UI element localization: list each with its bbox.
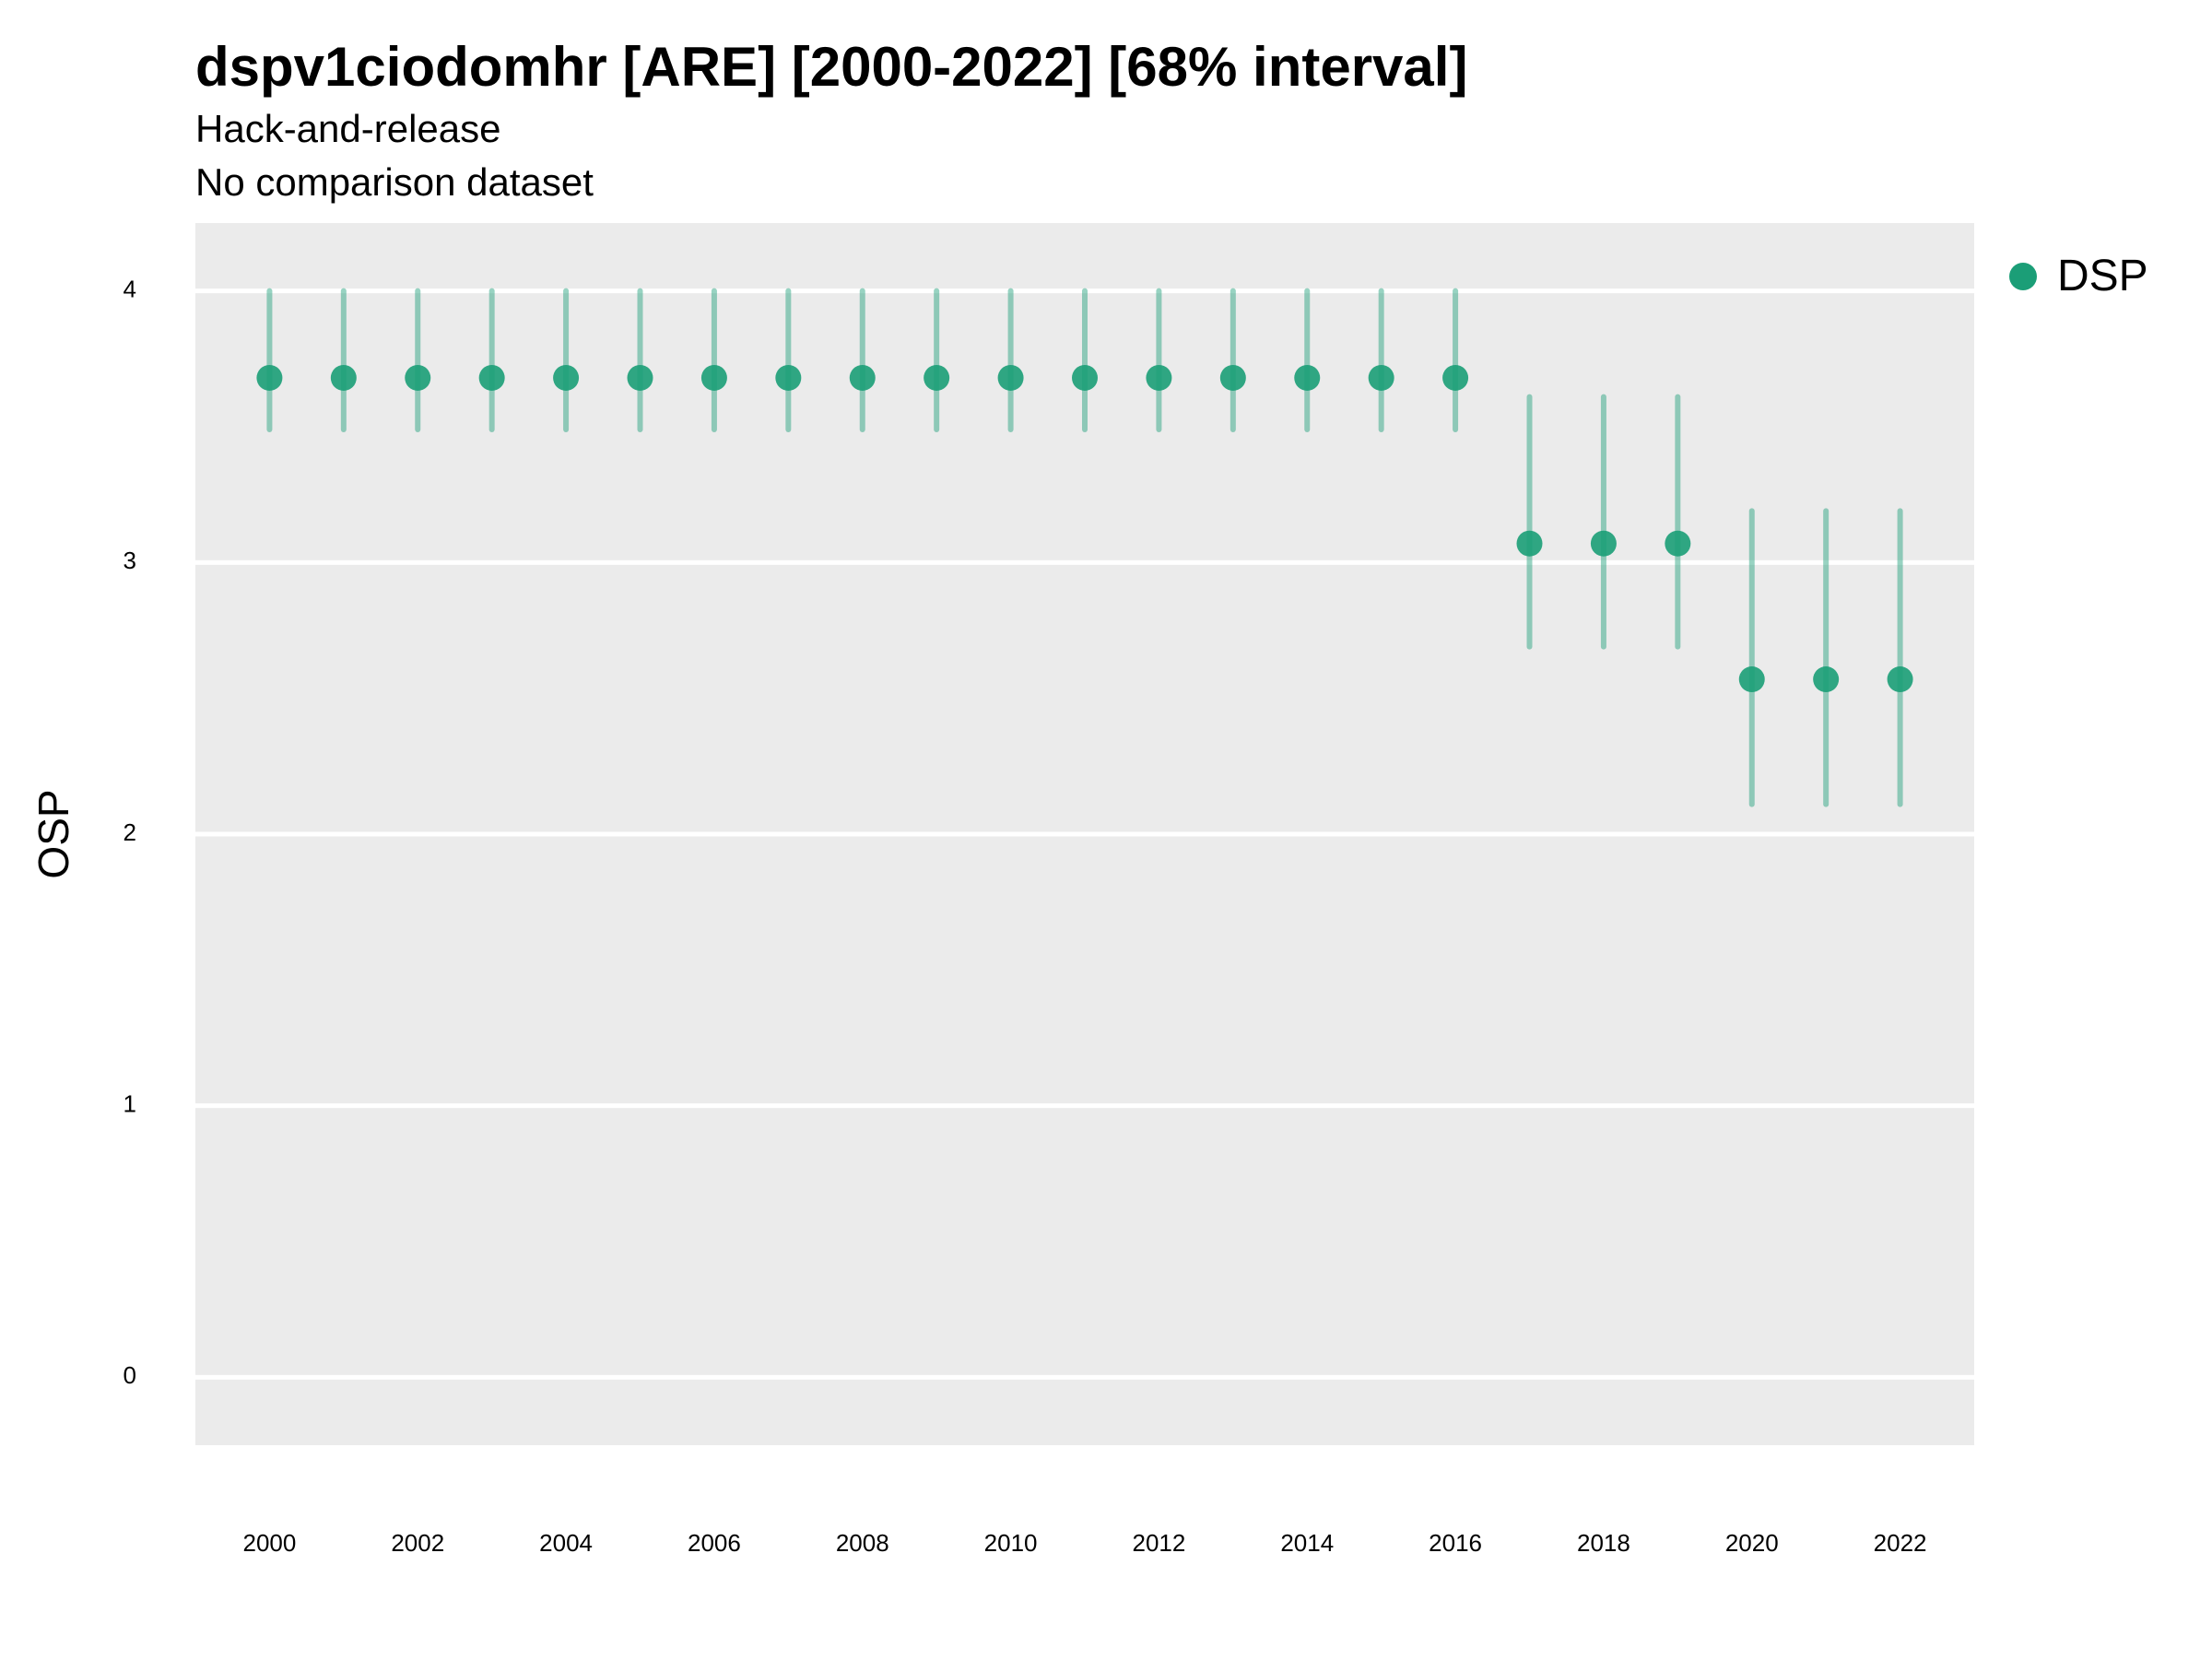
data-point <box>1516 530 1543 557</box>
y-tick-label: 2 <box>124 818 136 846</box>
data-point <box>1146 364 1172 391</box>
x-tick-label: 2016 <box>1429 1529 1482 1557</box>
data-point <box>1368 364 1394 391</box>
x-tick-label: 2008 <box>836 1529 889 1557</box>
chart-title: dspv1ciodomhr [ARE] [2000-2022] [68% int… <box>195 36 1468 98</box>
x-tick-label: 2012 <box>1132 1529 1185 1557</box>
y-tick-label: 1 <box>124 1090 136 1118</box>
data-point <box>849 364 876 391</box>
x-tick-label: 2000 <box>242 1529 296 1557</box>
data-point <box>1072 364 1098 391</box>
data-point <box>700 364 727 391</box>
data-point <box>478 364 505 391</box>
x-tick-label: 2020 <box>1725 1529 1779 1557</box>
y-tick-label: 4 <box>124 276 136 303</box>
x-tick-label: 2010 <box>984 1529 1038 1557</box>
data-point <box>1442 364 1469 391</box>
gridlines <box>195 288 1974 1380</box>
data-point <box>997 364 1024 391</box>
legend-label: DSP <box>2057 252 2148 300</box>
y-tick-label: 0 <box>124 1361 136 1389</box>
x-tick-label: 2018 <box>1577 1529 1630 1557</box>
legend-dot-icon <box>2009 262 2037 290</box>
y-axis-label: OSP <box>29 789 77 878</box>
data-point <box>553 364 580 391</box>
data-point <box>775 364 802 391</box>
data-point <box>924 364 950 391</box>
data-point <box>1813 666 1840 693</box>
x-tick-label: 2022 <box>1874 1529 1927 1557</box>
x-tick-label: 2002 <box>391 1529 444 1557</box>
chart-subtitle-line-2: No comparison dataset <box>195 160 594 204</box>
x-tick-label: 2014 <box>1280 1529 1334 1557</box>
data-point <box>330 364 357 391</box>
legend: DSP <box>2009 251 2148 301</box>
data-point <box>1219 364 1246 391</box>
data-point <box>1665 530 1691 557</box>
data-point <box>627 364 653 391</box>
x-tick-label: 2004 <box>539 1529 593 1557</box>
x-axis-ticks: 2000 2002 2004 2006 2008 2010 2012 2014 2016 2018… <box>242 1529 1926 1557</box>
x-tick-label: 2006 <box>688 1529 741 1557</box>
y-tick-label: 3 <box>124 547 136 574</box>
chart-subtitle-line-1: Hack-and-release <box>195 107 501 150</box>
data-point <box>256 364 283 391</box>
y-axis-ticks: 0 1 2 3 4 <box>124 276 136 1390</box>
data-point <box>405 364 431 391</box>
interval-bars <box>266 288 1903 807</box>
data-point <box>1738 666 1765 693</box>
data-point <box>1887 666 1913 693</box>
data-point <box>1294 364 1321 391</box>
data-points <box>256 364 1913 693</box>
data-point <box>1590 530 1617 557</box>
